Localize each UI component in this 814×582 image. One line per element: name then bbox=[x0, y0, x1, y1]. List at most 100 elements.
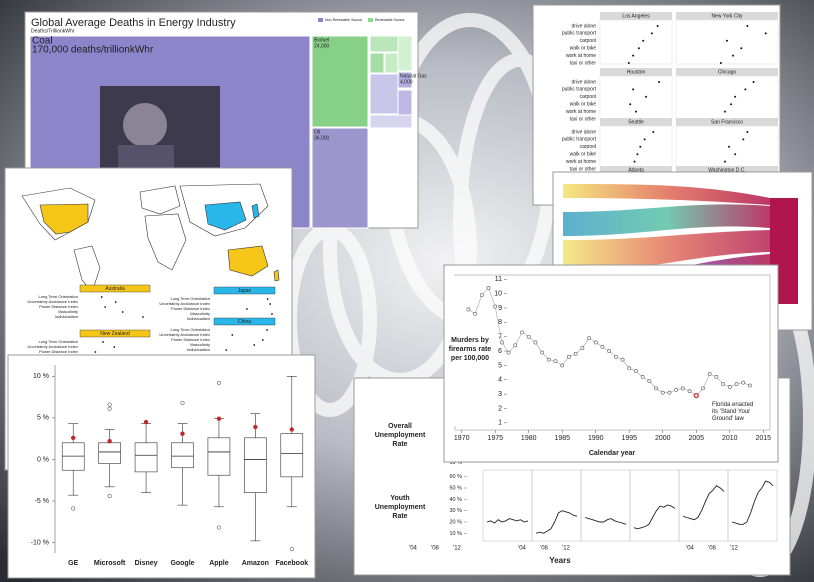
row-label: Overall Unemployment Rate bbox=[375, 423, 426, 448]
x-tick-label: '08 bbox=[708, 546, 716, 552]
box bbox=[171, 442, 194, 469]
x-tick-label: 1975 bbox=[487, 435, 503, 442]
category-label: work at home bbox=[566, 159, 596, 165]
dot bbox=[225, 349, 228, 351]
dot bbox=[266, 298, 269, 300]
dimension-label: Uncertainty Avoidance Index bbox=[27, 344, 78, 349]
dimension-label: Power Distance Index bbox=[171, 337, 210, 342]
legend-swatch bbox=[368, 18, 373, 22]
facet-header bbox=[79, 329, 151, 338]
dot bbox=[113, 346, 116, 348]
dot bbox=[726, 39, 728, 42]
tile-minor bbox=[384, 52, 399, 74]
point bbox=[553, 359, 558, 364]
dot bbox=[261, 339, 264, 341]
youth-line bbox=[584, 517, 627, 525]
y-tick-label: 10 bbox=[494, 291, 502, 298]
x-tick-label: 2000 bbox=[655, 435, 671, 442]
mean bbox=[289, 427, 294, 432]
box bbox=[280, 433, 304, 478]
point bbox=[741, 380, 746, 385]
point bbox=[473, 311, 478, 316]
y-tick-label: 6 bbox=[498, 348, 502, 355]
dot bbox=[114, 301, 117, 303]
point bbox=[607, 349, 612, 353]
dot bbox=[730, 103, 733, 106]
tile-minor bbox=[369, 35, 399, 53]
dimension-label: Long Term Orientation bbox=[170, 327, 210, 332]
y-tick-label: 20 % bbox=[449, 519, 462, 525]
y-tick-label: 9 bbox=[498, 305, 502, 312]
dot bbox=[253, 344, 256, 346]
facet-title: Los Angeles bbox=[622, 13, 650, 19]
x-tick-label: 1970 bbox=[454, 435, 470, 442]
point bbox=[560, 363, 565, 368]
legend-label: Non-Renewable Source bbox=[325, 18, 362, 22]
point bbox=[587, 336, 591, 341]
dot bbox=[658, 81, 661, 83]
flow bbox=[563, 184, 770, 205]
tile-value: 4,000 bbox=[400, 79, 413, 85]
point bbox=[479, 293, 484, 297]
x-tick-label: Disney bbox=[135, 560, 158, 567]
box bbox=[207, 437, 231, 476]
dot bbox=[266, 329, 268, 331]
dot bbox=[632, 88, 635, 91]
dimension-label: Uncertainty Avoidance Index bbox=[27, 299, 78, 304]
x-tick-label: 1995 bbox=[621, 435, 637, 442]
x-tick-label: '08 bbox=[540, 546, 548, 552]
x-tick-label: Facebook bbox=[275, 560, 308, 567]
y-tick-label: 30 % bbox=[449, 508, 462, 514]
x-tick-label: 1990 bbox=[588, 435, 604, 442]
dot bbox=[142, 316, 144, 318]
dot bbox=[746, 131, 749, 133]
point bbox=[660, 390, 665, 395]
facet-frame bbox=[675, 19, 779, 65]
tile bbox=[311, 35, 369, 128]
dot bbox=[764, 32, 767, 35]
point bbox=[620, 357, 625, 362]
mean bbox=[253, 424, 258, 430]
category-label: taxi or other bbox=[570, 166, 597, 172]
box bbox=[134, 442, 158, 473]
point bbox=[506, 350, 511, 355]
point bbox=[714, 374, 719, 379]
x-tick-label: 2005 bbox=[688, 435, 704, 442]
y-tick-label: 2 bbox=[498, 405, 502, 412]
x-tick-label: 1985 bbox=[554, 435, 570, 442]
mean bbox=[180, 431, 185, 436]
outlier bbox=[71, 506, 76, 511]
point bbox=[747, 383, 752, 388]
tile-label: Biofuel bbox=[314, 37, 329, 43]
tile-minor bbox=[369, 114, 413, 129]
dot bbox=[642, 39, 645, 42]
dimension-label: Masculinity bbox=[58, 309, 78, 314]
point bbox=[613, 354, 618, 359]
x-tick-label: Google bbox=[170, 560, 194, 567]
y-tick-label: -10 % bbox=[31, 539, 49, 546]
point bbox=[680, 386, 685, 391]
dot bbox=[100, 296, 103, 298]
dimension-label: Masculinity bbox=[190, 311, 210, 316]
point bbox=[546, 357, 551, 362]
tile-label: Natural Gas bbox=[400, 73, 427, 79]
dimension-label: Power Distance Index bbox=[39, 349, 78, 354]
y-tick-label: 10 % bbox=[449, 460, 462, 466]
country-usa bbox=[39, 203, 89, 235]
dimension-label: Long Term Orientation bbox=[38, 339, 78, 344]
murders-panel: 1 2 3 4 5 6 7 8 9 10 11 1970 1975 1980 1985 1990 1995 200… bbox=[443, 264, 779, 463]
category-label: walk or bike bbox=[570, 46, 597, 52]
y-tick-label: 8 bbox=[498, 319, 502, 326]
x-tick-label: Apple bbox=[209, 560, 229, 567]
point bbox=[600, 344, 605, 349]
facet-title: Chicago bbox=[718, 69, 737, 75]
point bbox=[694, 393, 699, 398]
dot bbox=[723, 160, 726, 163]
facet-frame bbox=[727, 469, 778, 542]
x-tick-label: '12 bbox=[453, 546, 461, 552]
dot bbox=[740, 47, 743, 50]
point bbox=[520, 330, 524, 335]
flow bbox=[563, 204, 770, 236]
dot bbox=[269, 303, 272, 305]
